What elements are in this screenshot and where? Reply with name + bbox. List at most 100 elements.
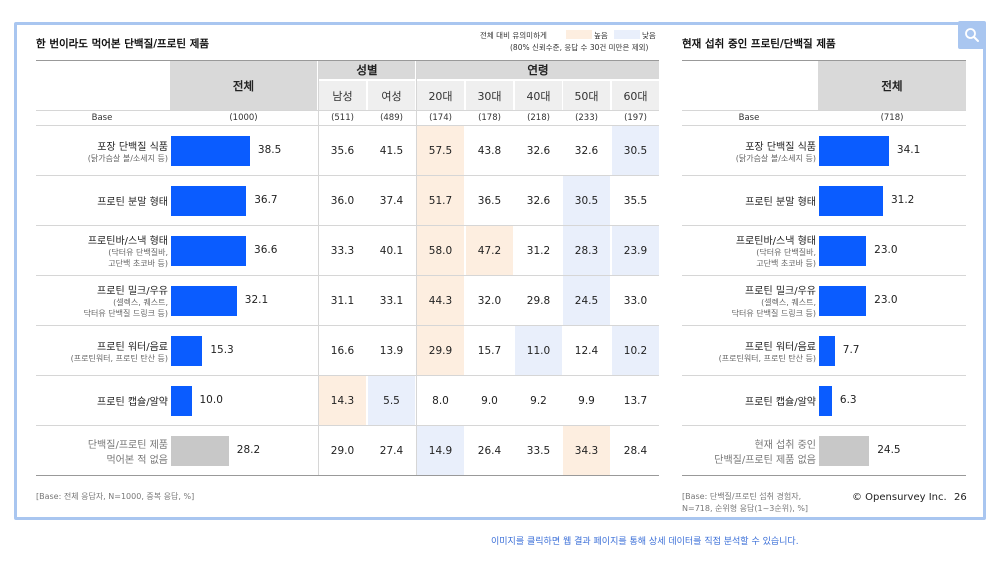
significance-cell-high (417, 276, 464, 325)
table-cell-value: 11.0 (526, 344, 551, 357)
left-base-value: (233) (575, 113, 598, 123)
left-base-rule (36, 125, 659, 126)
row-label-main: 프로틴 분말 형태 (97, 197, 168, 208)
table-cell-value: 5.5 (383, 394, 400, 407)
open-web-results-link[interactable]: 이미지를 클릭하면 웹 결과 페이지를 통해 상세 데이터를 직접 분석할 수 … (491, 537, 799, 547)
total-bar-value: 34.1 (896, 144, 921, 156)
row-label-sub: 먹어본 적 없음 (106, 454, 168, 466)
table-cell-value: 9.2 (530, 394, 547, 407)
row-label-sub: (닥터유 단백질바, (756, 248, 816, 257)
total-bar (819, 386, 832, 416)
left-base-value: (174) (429, 113, 452, 123)
significance-cell-low (612, 226, 659, 275)
right-footnote-line1: [Base: 단백질/프로틴 섭취 경험자, (682, 492, 802, 501)
table-cell-value: 32.6 (526, 144, 551, 157)
table-cell-value: 30.5 (574, 194, 599, 207)
table-cell-value: 31.1 (330, 294, 355, 307)
row-label: 프로틴 밀크/우유 (셀렉스, 퀘스트, 닥터유 단백질 드링크 등) (682, 276, 816, 325)
total-bar-value: 32.1 (244, 294, 269, 306)
row-label: 프로틴 분말 형태 (682, 176, 816, 225)
search-button[interactable] (958, 21, 986, 49)
table-cell-value: 31.2 (526, 244, 551, 257)
table-cell-value: 51.7 (428, 194, 453, 207)
row-label-sub: (닭가슴살 볼/소세지 등) (735, 153, 816, 163)
significance-cell-high (466, 226, 513, 275)
left-header-total: 전체 (170, 61, 317, 110)
table-cell-value: 33.1 (379, 294, 404, 307)
row-label-main: 단백질/프로틴 제품 (87, 439, 168, 451)
right-header-top-rule (682, 60, 966, 61)
left-table-title: 한 번이라도 먹어본 단백질/프로틴 제품 (36, 38, 210, 50)
table-cell-value: 28.3 (574, 244, 599, 257)
table-cell-value: 26.4 (477, 444, 502, 457)
significance-cell-low (563, 176, 610, 225)
left-header-gender: 성별 (319, 61, 415, 79)
left-base-value: (511) (331, 113, 354, 123)
table-cell-value: 24.5 (574, 294, 599, 307)
table-cell-value: 13.7 (623, 394, 648, 407)
row-label-sub: 단백질/프로틴 제품 없음 (714, 454, 816, 466)
row-rule (36, 275, 659, 276)
table-cell-value: 12.4 (574, 344, 599, 357)
legend-low-swatch (614, 30, 640, 39)
row-label-main: 포장 단백질 식품 (97, 141, 168, 153)
total-bar-value: 10.0 (199, 394, 223, 406)
table-cell-value: 27.4 (379, 444, 404, 457)
significance-cell-low (612, 126, 659, 175)
brand-copyright: © Opensurvey Inc. (852, 492, 947, 503)
row-rule (36, 225, 659, 226)
row-rule (682, 325, 966, 326)
row-rule (36, 325, 659, 326)
total-bar-value: 36.6 (254, 244, 278, 256)
right-footnote-line2: N=718, 순위형 응답(1~3순위), %] (682, 504, 809, 513)
table-cell-value: 9.0 (481, 394, 498, 407)
left-col-header: 20대 (417, 81, 464, 110)
left-header-top-rule (36, 60, 659, 61)
left-base-value: (489) (380, 113, 403, 123)
table-cell-value: 36.0 (330, 194, 355, 207)
legend-high-label: 높음 (594, 31, 608, 40)
significance-cell-high (563, 426, 610, 475)
total-bar-value: 7.7 (842, 344, 860, 356)
table-cell-value: 28.4 (623, 444, 648, 457)
significance-cell-low (563, 226, 610, 275)
table-cell-value: 8.0 (432, 394, 449, 407)
table-cell-value: 23.9 (623, 244, 648, 257)
row-label: 포장 단백질 식품 (닭가슴살 볼/소세지 등) (36, 126, 168, 175)
right-table-bottom-rule (682, 475, 966, 476)
table-cell-value: 40.1 (379, 244, 404, 257)
significance-cell-low (368, 376, 415, 425)
significance-cell-high (417, 126, 464, 175)
left-col-header: 30대 (466, 81, 513, 110)
table-cell-value: 29.0 (330, 444, 355, 457)
total-bar-value: 36.7 (254, 194, 278, 206)
row-label-main: 프로틴 밀크/우유 (745, 286, 816, 297)
table-cell-value: 32.0 (477, 294, 502, 307)
right-base-value: (718) (880, 113, 904, 123)
table-cell-value: 43.8 (477, 144, 502, 157)
table-cell-value: 57.5 (428, 144, 453, 157)
table-cell-value: 33.0 (623, 294, 648, 307)
row-label-main: 현재 섭취 중인 (754, 439, 816, 451)
table-cell-value: 44.3 (428, 294, 453, 307)
total-bar (171, 386, 192, 416)
row-rule (36, 375, 659, 376)
row-label-main: 프로틴 분말 형태 (745, 197, 816, 208)
table-cell-value: 30.5 (623, 144, 648, 157)
row-rule (682, 225, 966, 226)
row-label-main: 프로틴 워터/음료 (97, 341, 168, 353)
left-header-age: 연령 (417, 61, 659, 79)
total-bar (819, 436, 870, 466)
table-cell-value: 32.6 (526, 194, 551, 207)
row-rule (682, 175, 966, 176)
left-base-label: Base (91, 113, 113, 123)
total-bar (171, 286, 237, 316)
table-cell-value: 15.7 (477, 344, 502, 357)
column-separator (416, 61, 417, 476)
significance-cell-high (417, 176, 464, 225)
row-label-main: 프로틴바/스낵 형태 (87, 236, 168, 247)
table-cell-value: 32.6 (574, 144, 599, 157)
left-col-header: 남성 (319, 81, 366, 110)
row-rule (682, 275, 966, 276)
significance-cell-low (417, 426, 464, 475)
